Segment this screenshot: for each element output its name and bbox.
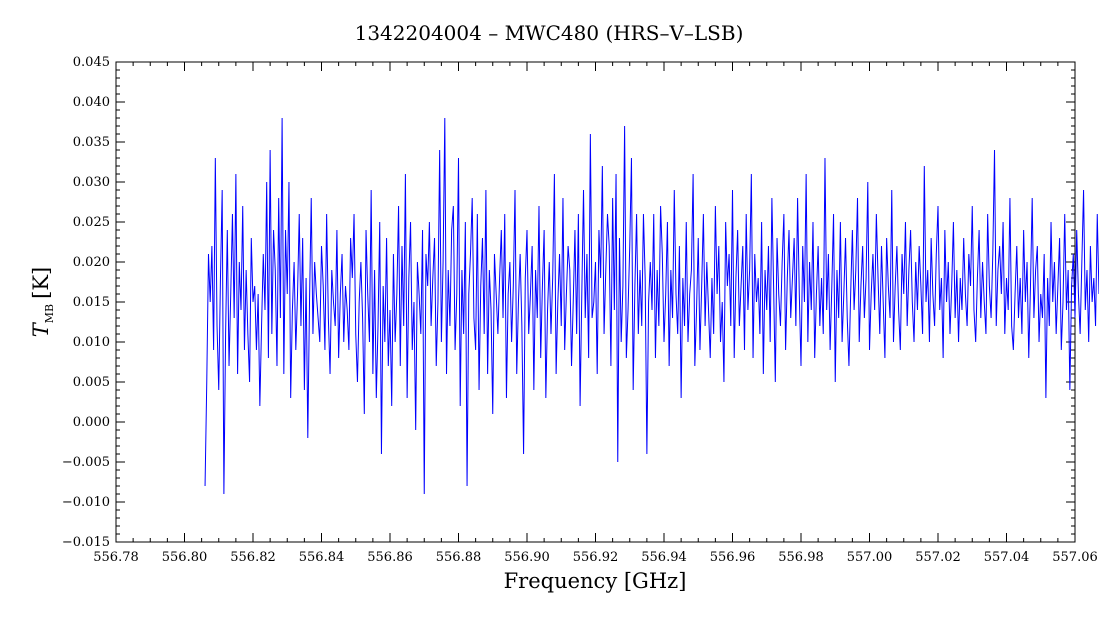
y-tick-label: 0.000 [73,415,110,430]
y-tick-label: 0.010 [73,335,110,350]
x-tick-label: 556.82 [230,550,276,565]
y-tick-label: 0.040 [73,95,110,110]
x-tick-label: 556.96 [710,550,756,565]
x-tick-label: 556.88 [436,550,482,565]
x-tick-label: 556.90 [504,550,550,565]
y-tick-label: 0.025 [73,215,110,230]
x-tick-label: 556.84 [299,550,345,565]
series-layer [204,117,1099,495]
y-tick-label: −0.010 [62,495,110,510]
x-tick-label: 556.92 [573,550,619,565]
y-axis-label-main: T [29,321,53,337]
x-tick-label: 556.80 [162,550,208,565]
y-tick-label: 0.045 [73,55,110,70]
x-axis-label: Frequency [GHz] [504,569,687,593]
y-axis-label-unit: [K] [29,267,53,299]
x-tick-label: 556.78 [93,550,139,565]
y-tick-label: 0.020 [73,255,110,270]
y-tick-label: 0.015 [73,295,110,310]
x-axis: 556.78 556.80 556.82 556.84 556.86 556.88 556.… [93,62,1098,565]
x-tick-label: 556.86 [367,550,413,565]
x-tick-label: 557.04 [984,550,1030,565]
y-axis-label-subscript: MB [43,304,56,323]
y-axis: −0.015 −0.010 −0.005 0.000 0.005 0.010 0.015 0.… [62,55,1075,550]
x-tick-label: 557.06 [1052,550,1098,565]
plot-frame [115,61,1076,543]
x-tick-label: 556.94 [641,550,687,565]
y-tick-label: 0.030 [73,175,110,190]
y-tick-label: 0.005 [73,375,110,390]
y-tick-label: −0.005 [62,455,110,470]
y-tick-label: −0.015 [62,535,110,550]
spectrum-series-line [204,117,1099,495]
y-axis-label: TMB [K] [29,267,56,337]
y-tick-label: 0.035 [73,135,110,150]
svg-text:TMB[K]: TMB [K] [29,267,56,337]
x-tick-label: 557.00 [847,550,893,565]
x-tick-label: 556.98 [778,550,824,565]
chart-title: 1342204004 – MWC480 (HRS–V–LSB) [355,21,744,45]
x-tick-label: 557.02 [915,550,961,565]
